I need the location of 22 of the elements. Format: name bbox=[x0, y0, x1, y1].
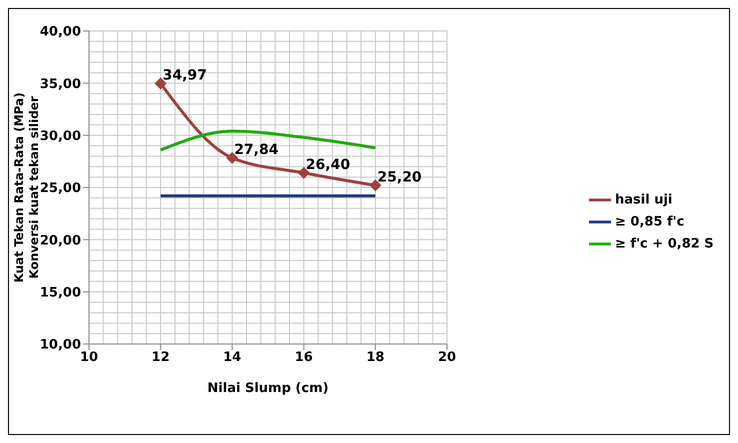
x-axis-title: Nilai Slump (cm) bbox=[207, 381, 329, 396]
y-tick-label: 30,00 bbox=[40, 128, 81, 144]
legend-label: ≥ 0,85 f'c bbox=[615, 214, 684, 230]
x-tick-label: 18 bbox=[366, 350, 384, 366]
y-tick-label: 15,00 bbox=[40, 285, 81, 300]
x-tick-label: 14 bbox=[223, 350, 242, 366]
y-axis-title: Kuat Tekan Rata-Rata (MPa) Konversi kuat tekan silider bbox=[12, 92, 41, 283]
y-tick-label: 35,00 bbox=[40, 76, 81, 92]
legend-label: ≥ f'c + 0,82 S bbox=[615, 236, 714, 252]
y-tick-label: 10,00 bbox=[40, 338, 81, 353]
y-tick-label: 20,00 bbox=[40, 233, 81, 248]
x-tick-label: 12 bbox=[152, 350, 170, 366]
y-tick-label: 25,00 bbox=[40, 181, 81, 196]
data-label: 25,20 bbox=[377, 169, 422, 186]
x-tick-label: 20 bbox=[438, 350, 456, 366]
legend-label: hasil uji bbox=[615, 192, 672, 208]
data-label: 27,84 bbox=[234, 142, 279, 158]
x-tick-label: 16 bbox=[294, 350, 313, 366]
data-label: 26,40 bbox=[306, 156, 350, 173]
y-tick-label: 40,00 bbox=[40, 24, 81, 40]
x-tick-label: 10 bbox=[80, 350, 98, 366]
data-label: 34,97 bbox=[162, 67, 207, 84]
